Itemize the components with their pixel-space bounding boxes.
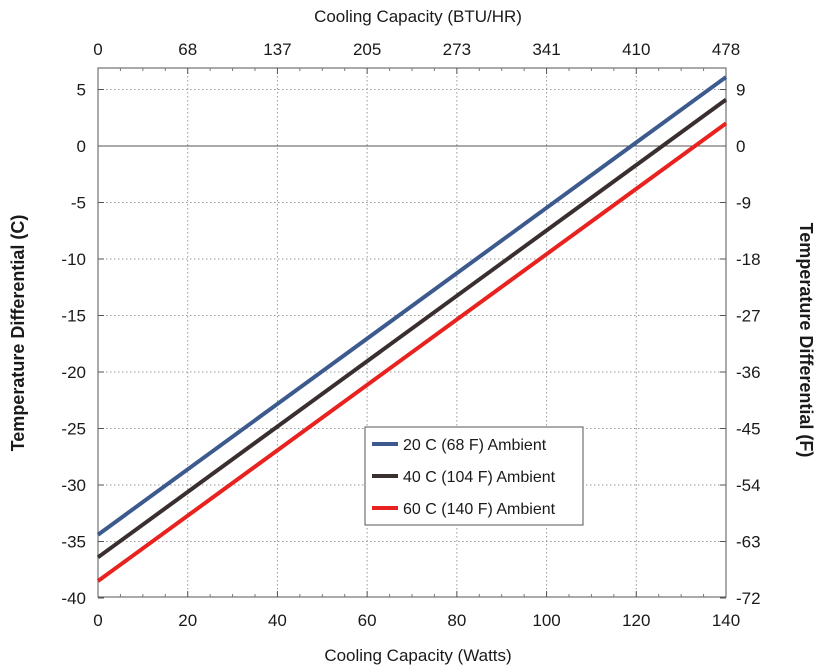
y-axis-title-left: Temperature Differential (C)	[8, 215, 28, 452]
grid	[98, 68, 726, 597]
y-tick-label-left: -10	[61, 250, 86, 269]
y-tick-label-right: -72	[736, 589, 761, 608]
series-line-2	[96, 98, 728, 559]
x-tick-label-bottom: 120	[622, 611, 650, 630]
y-tick-label-right: 0	[736, 137, 745, 156]
y-tick-label-right: -27	[736, 307, 761, 326]
y-tick-label-left: -5	[71, 194, 86, 213]
series-line-3	[96, 121, 728, 583]
legend-label-2: 40 C (104 F) Ambient	[403, 469, 556, 486]
y-tick-label-left: -20	[61, 363, 86, 382]
y-tick-label-right: -18	[736, 250, 761, 269]
y-tick-label-right: 9	[736, 81, 745, 100]
series-group	[96, 75, 728, 583]
x-axis-title-bottom: Cooling Capacity (Watts)	[324, 646, 511, 665]
x-tick-label-top: 137	[263, 40, 291, 59]
y-tick-label-right: -54	[736, 476, 761, 495]
y-tick-label-left: 5	[77, 81, 86, 100]
legend: 20 C (68 F) Ambient 40 C (104 F) Ambient 6…	[364, 426, 584, 526]
x-axis-title-top: Cooling Capacity (BTU/HR)	[314, 7, 522, 26]
x-tick-label-top: 478	[712, 40, 740, 59]
y-tick-label-right: -9	[736, 194, 751, 213]
series-line-1	[96, 75, 728, 537]
legend-box	[364, 426, 584, 526]
x-tick-label-bottom: 40	[268, 611, 287, 630]
legend-label-3: 60 C (140 F) Ambient	[403, 501, 556, 518]
x-tick-label-top: 341	[532, 40, 560, 59]
x-tick-label-top: 68	[178, 40, 197, 59]
y-tick-label-left: -25	[61, 420, 86, 439]
x-tick-label-bottom: 60	[358, 611, 377, 630]
x-tick-label-top: 205	[353, 40, 381, 59]
x-tick-label-bottom: 140	[712, 611, 740, 630]
y-tick-label-right: -36	[736, 363, 761, 382]
y-tick-label-left: 0	[77, 137, 86, 156]
tick-labels: 0 0 20 68 40 137 60 205 80 273 100 341 120 410 140 478 5…	[61, 40, 760, 630]
y-axis-title-right: Temperature Differential (F)	[796, 223, 816, 458]
x-tick-label-top: 410	[622, 40, 650, 59]
y-tick-label-left: -35	[61, 533, 86, 552]
x-tick-label-top: 273	[443, 40, 471, 59]
y-tick-label-left: -40	[61, 589, 86, 608]
y-tick-label-left: -15	[61, 307, 86, 326]
tick-marks	[97, 68, 727, 599]
x-tick-label-bottom: 100	[532, 611, 560, 630]
legend-label-1: 20 C (68 F) Ambient	[403, 437, 547, 454]
x-tick-label-bottom: 80	[447, 611, 466, 630]
x-tick-label-bottom: 0	[93, 611, 102, 630]
x-tick-label-bottom: 20	[178, 611, 197, 630]
x-tick-label-top: 0	[93, 40, 102, 59]
y-tick-label-right: -45	[736, 420, 761, 439]
y-tick-label-right: -63	[736, 533, 761, 552]
y-tick-label-left: -30	[61, 476, 86, 495]
